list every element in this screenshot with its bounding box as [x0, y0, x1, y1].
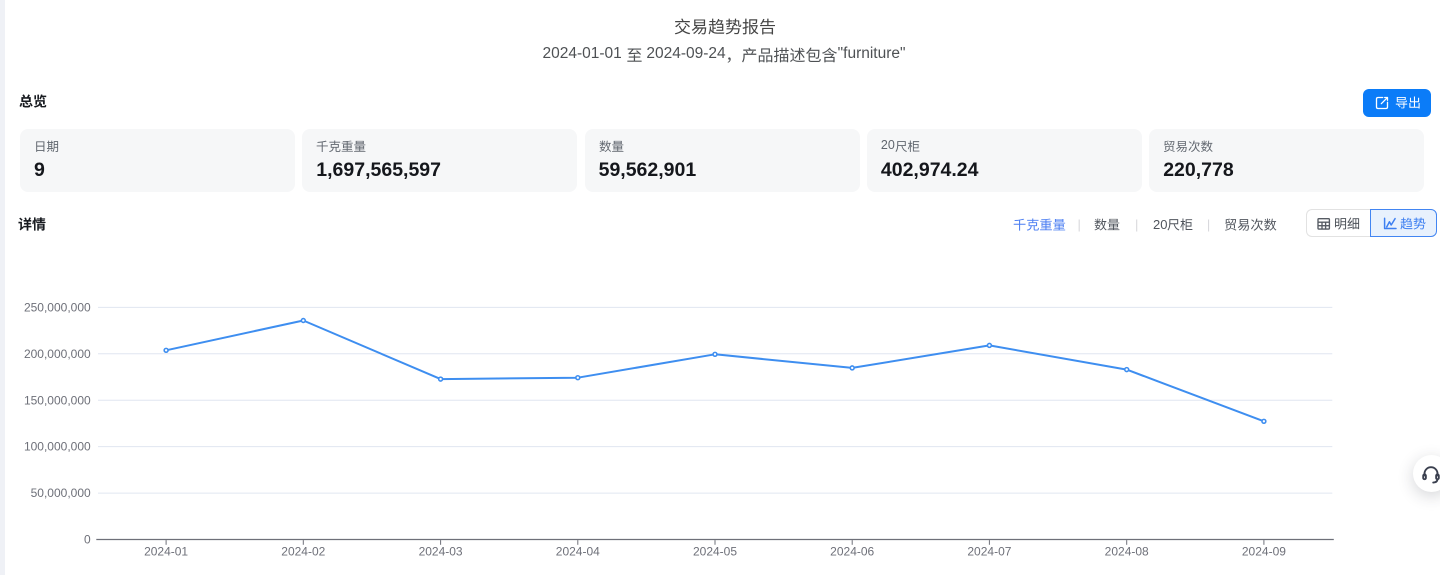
svg-text:250,000,000: 250,000,000: [24, 301, 91, 315]
svg-text:200,000,000: 200,000,000: [24, 347, 91, 361]
svg-text:2024-08: 2024-08: [1105, 545, 1149, 559]
svg-text:2024-01: 2024-01: [144, 545, 188, 559]
svg-text:50,000,000: 50,000,000: [31, 486, 91, 500]
svg-text:2024-02: 2024-02: [281, 545, 325, 559]
svg-text:2024-03: 2024-03: [419, 545, 463, 559]
svg-text:2024-04: 2024-04: [556, 545, 600, 559]
svg-text:2024-05: 2024-05: [693, 545, 737, 559]
svg-text:2024-07: 2024-07: [967, 545, 1011, 559]
svg-text:150,000,000: 150,000,000: [24, 393, 91, 407]
svg-text:2024-09: 2024-09: [1242, 545, 1286, 559]
svg-text:2024-06: 2024-06: [830, 545, 874, 559]
svg-text:100,000,000: 100,000,000: [24, 440, 91, 454]
svg-text:0: 0: [84, 533, 91, 547]
